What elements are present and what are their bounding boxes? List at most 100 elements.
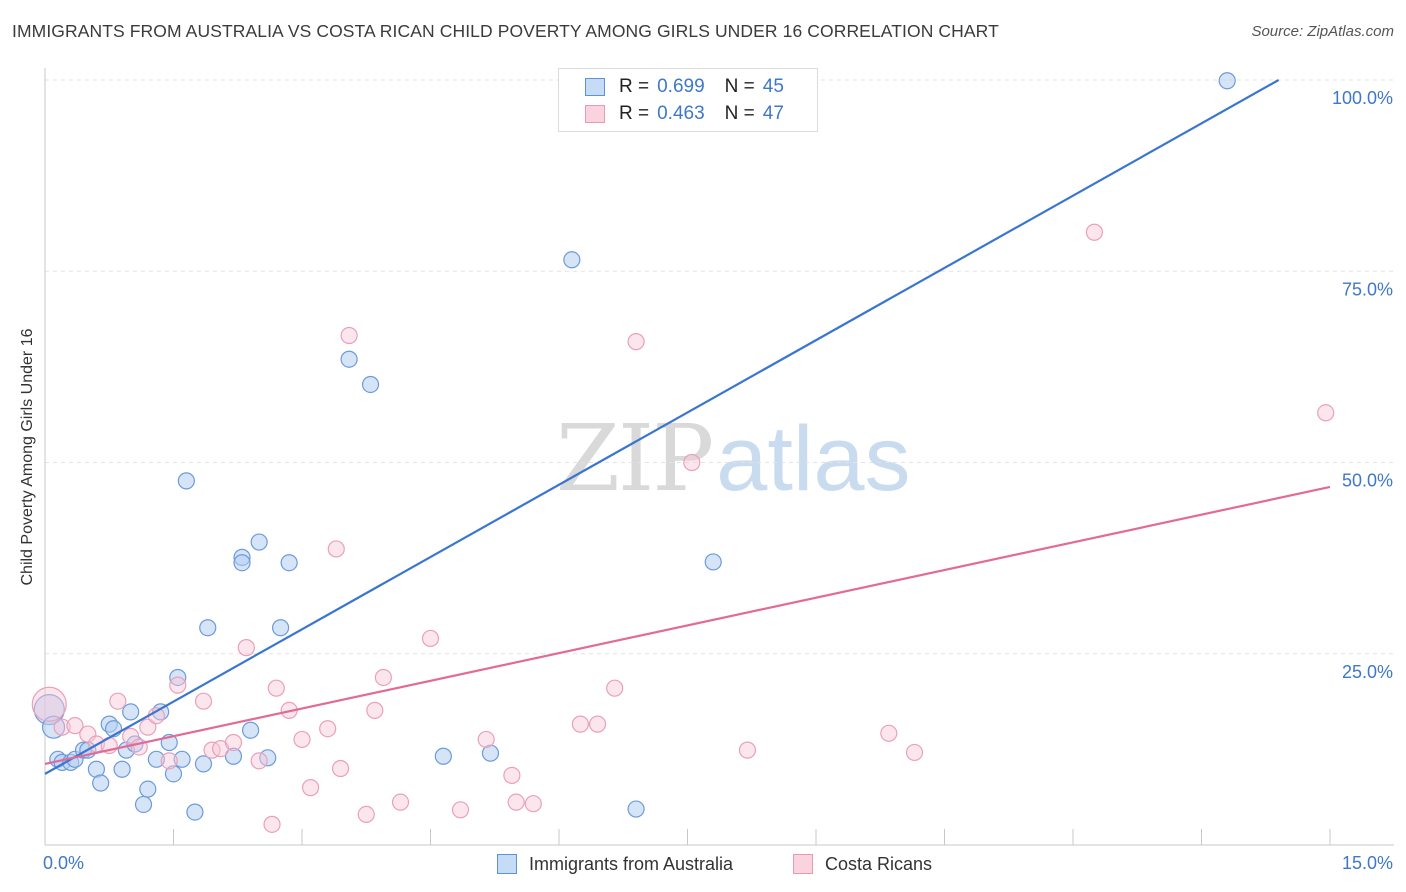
australia-point [134,795,153,814]
costa-rica-point [331,759,350,778]
legend-row-costa-rica: R = 0.463 N = 47 [585,101,784,127]
chart-title: IMMIGRANTS FROM AUSTRALIA VS COSTA RICAN… [12,21,999,41]
x-tick-label: 0.0% [43,853,84,873]
costa-rica-point [66,717,84,735]
australia-point [233,554,251,572]
costa-rica-point [340,326,358,345]
australia-point [627,800,645,818]
costa-rica-point [250,752,268,770]
costa-rica-point [391,793,410,811]
costa-rica-point [880,724,898,742]
australia-point [250,533,268,551]
costa-rica-point [194,692,213,710]
costa-rica-point [301,779,320,797]
y-tick-label: 25.0% [1342,662,1393,682]
correlation-legend: R = 0.699 N = 45 R = 0.463 N = 47 [558,68,818,132]
costa-rica-point [53,718,71,736]
y-tick-label: 50.0% [1342,471,1393,491]
australia-point [280,554,298,572]
costa-rica-point [683,453,701,472]
costa-rica-point [421,629,440,648]
y-axis-label: Child Poverty Among Girls Under 16 [19,328,36,586]
costa-rica-point [524,795,542,813]
costa-rica-point [366,701,384,719]
australia-trend-line [44,79,1280,775]
legend-row-australia: R = 0.699 N = 45 [585,74,784,100]
costa-rica-point [327,540,345,558]
bottom-swatch-blue [497,854,517,874]
costa-rica-point [224,733,243,752]
australia-point [271,619,290,637]
australia-point [361,375,380,394]
bottom-swatch-pink [793,854,813,874]
costa-rica-point [571,715,590,733]
legend-r-label: R = [619,76,650,97]
australia-point [704,553,722,571]
costa-rica-point [1085,223,1104,241]
australia-point [481,744,500,762]
legend-n-value: 45 [762,76,784,97]
costa-rica-point [503,766,521,784]
australia-point [92,774,110,792]
legend-swatch-pink [585,105,605,123]
costa-rica-point [203,741,221,759]
legend-r-label: R = [619,103,650,124]
costa-rica-point [293,730,311,749]
costa-rica-point [237,639,255,657]
australia-point [1218,72,1236,90]
costa-rica-point [319,720,337,738]
costa-rica-point [357,805,375,824]
australia-point [139,780,157,798]
bottom-legend-label-costa-rica: Costa Ricans [825,853,933,874]
australia-point [164,765,183,783]
costa-rica-point [267,679,285,697]
watermark-atlas: atlas [716,408,911,510]
costa-rica-point [139,718,157,736]
costa-rica-point [738,741,757,759]
costa-rica-point [109,692,127,710]
australia-point [199,619,217,637]
australia-point [224,747,243,765]
x-tick-label: 15.0% [1342,853,1393,873]
australia-point [194,755,213,773]
source-credit: Source: ZipAtlas.com [1251,23,1394,40]
costa-rica-point [169,676,187,694]
australia-point [173,750,191,768]
costa-rica-point [507,793,525,811]
australia-point [122,703,140,721]
legend-n-label: N = [724,76,755,97]
legend-r-value: 0.699 [657,76,705,97]
australia-point [177,472,195,490]
y-tick-label: 75.0% [1342,279,1393,299]
bottom-legend-label-australia: Immigrants from Australia [529,853,734,874]
costa-rica-point [1317,404,1335,422]
legend-n-value: 47 [762,103,784,124]
costa-rica-point [477,730,495,749]
costa-rica-point [263,815,281,833]
costa-rica-point [451,801,470,819]
zipatlas-watermark: ZIPatlas [556,405,911,512]
costa-rica-point [905,743,924,762]
bottom-legend-costa-rica: Costa Ricans [793,852,932,876]
australia-point [113,760,131,778]
costa-rica-point [606,679,624,697]
australia-point [147,750,165,768]
legend-swatch-blue [585,78,605,96]
legend-n-label: N = [724,103,755,124]
costa-rica-trend-line [44,485,1331,765]
australia-point [340,350,358,368]
watermark-zip: ZIP [556,405,714,512]
y-tick-label: 100.0% [1332,88,1393,108]
costa-rica-point [31,686,67,722]
bottom-legend-australia: Immigrants from Australia [497,852,733,876]
costa-rica-point [588,715,607,733]
costa-rica-point [374,668,392,687]
australia-point [434,747,452,765]
australia-point [242,721,260,739]
australia-point [186,803,204,821]
legend-r-value: 0.463 [657,103,705,124]
costa-rica-point [160,752,178,770]
costa-rica-point [627,333,645,351]
australia-point [563,251,581,269]
